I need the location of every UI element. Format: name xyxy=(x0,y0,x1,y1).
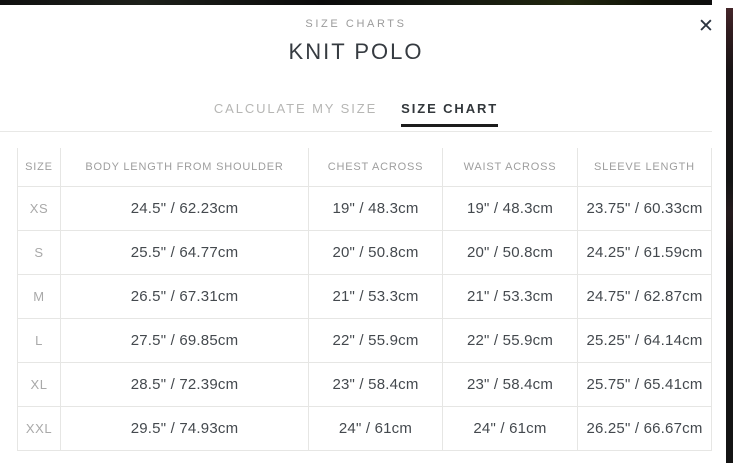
measurement-cell: 24" / 61cm xyxy=(308,406,443,451)
measurement-cell: 19" / 48.3cm xyxy=(308,186,443,231)
column-header: CHEST ACROSS xyxy=(308,148,443,187)
column-header: BODY LENGTH FROM SHOULDER xyxy=(60,148,309,187)
size-label: XXL xyxy=(17,406,61,451)
measurement-cell: 21" / 53.3cm xyxy=(308,274,443,319)
column-header: WAIST ACROSS xyxy=(442,148,578,187)
measurement-cell: 26.25" / 66.67cm xyxy=(577,406,712,451)
size-table-body: XS 24.5" / 62.23cm 19" / 48.3cm 19" / 48.3c… xyxy=(17,186,712,451)
measurement-cell: 22" / 55.9cm xyxy=(442,318,578,363)
measurement-cell: 20" / 50.8cm xyxy=(308,230,443,275)
table-row: M 26.5" / 67.31cm 21" / 53.3cm 21" / 53.3cm… xyxy=(17,274,712,319)
measurement-cell: 24" / 61cm xyxy=(442,406,578,451)
measurement-cell: 29.5" / 74.93cm xyxy=(60,406,309,451)
measurement-cell: 20" / 50.8cm xyxy=(442,230,578,275)
measurement-cell: 28.5" / 72.39cm xyxy=(60,362,309,407)
measurement-cell: 25.5" / 64.77cm xyxy=(60,230,309,275)
measurement-cell: 23" / 58.4cm xyxy=(308,362,443,407)
tab-bar: CALCULATE MY SIZE SIZE CHART xyxy=(0,101,712,127)
close-icon[interactable]: ✕ xyxy=(692,13,720,41)
tab-size-chart[interactable]: SIZE CHART xyxy=(401,101,499,127)
table-header-row: SIZE BODY LENGTH FROM SHOULDER CHEST ACROS… xyxy=(17,148,712,187)
tab-calculate-my-size[interactable]: CALCULATE MY SIZE xyxy=(213,101,378,116)
measurement-cell: 21" / 53.3cm xyxy=(442,274,578,319)
size-label: XL xyxy=(17,362,61,407)
measurement-cell: 25.25" / 64.14cm xyxy=(577,318,712,363)
measurement-cell: 25.75" / 65.41cm xyxy=(577,362,712,407)
measurement-cell: 23" / 58.4cm xyxy=(442,362,578,407)
measurement-cell: 24.25" / 61.59cm xyxy=(577,230,712,275)
modal-eyebrow: SIZE CHARTS xyxy=(305,18,407,30)
size-chart-table: SIZE BODY LENGTH FROM SHOULDER CHEST ACROS… xyxy=(17,148,712,451)
column-header: SLEEVE LENGTH xyxy=(577,148,712,187)
page-title: KNIT POLO xyxy=(288,39,424,64)
measurement-cell: 26.5" / 67.31cm xyxy=(60,274,309,319)
tab-bar-divider xyxy=(0,131,712,132)
measurement-cell: 24.5" / 62.23cm xyxy=(60,186,309,231)
measurement-cell: 19" / 48.3cm xyxy=(442,186,578,231)
table-row: XL 28.5" / 72.39cm 23" / 58.4cm 23" / 58.4c… xyxy=(17,362,712,407)
size-label: XS xyxy=(17,186,61,231)
table-row: XS 24.5" / 62.23cm 19" / 48.3cm 19" / 48.3c… xyxy=(17,186,712,231)
measurement-cell: 24.75" / 62.87cm xyxy=(577,274,712,319)
measurement-cell: 23.75" / 60.33cm xyxy=(577,186,712,231)
table-row: XXL 29.5" / 74.93cm 24" / 61cm 24" / 61cm 26… xyxy=(17,406,712,451)
measurement-cell: 27.5" / 69.85cm xyxy=(60,318,309,363)
column-header: SIZE xyxy=(17,148,61,187)
size-label: S xyxy=(17,230,61,275)
table-row: S 25.5" / 64.77cm 20" / 50.8cm 20" / 50.8cm… xyxy=(17,230,712,275)
size-label: L xyxy=(17,318,61,363)
page-background-top-edge xyxy=(0,0,712,5)
size-label: M xyxy=(17,274,61,319)
table-row: L 27.5" / 69.85cm 22" / 55.9cm 22" / 55.9cm… xyxy=(17,318,712,363)
measurement-cell: 22" / 55.9cm xyxy=(308,318,443,363)
page-background-right-edge xyxy=(726,8,733,463)
